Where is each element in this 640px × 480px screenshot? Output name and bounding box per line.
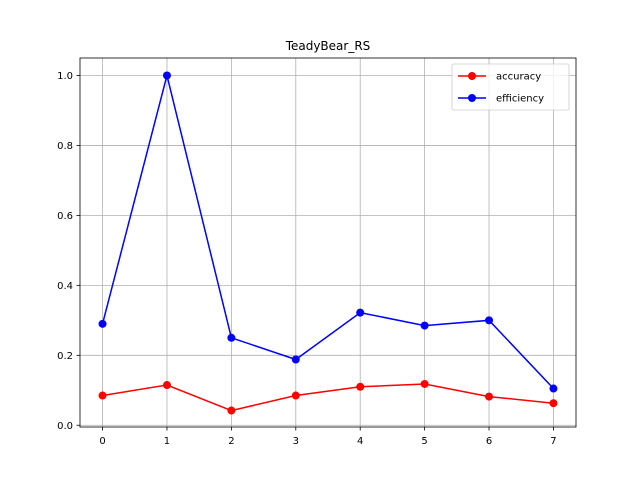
legend-accuracy-label: accuracy <box>496 72 541 83</box>
efficiency-point <box>356 308 365 317</box>
legend: accuracy efficiency <box>451 63 570 111</box>
accuracy-point <box>162 381 171 390</box>
grid <box>80 58 576 427</box>
chart-title: TeadyBear_RS <box>285 39 371 53</box>
accuracy-point <box>356 382 365 391</box>
efficiency-point <box>420 321 429 330</box>
efficiency-point <box>98 319 107 328</box>
y-tick-label: 0.6 <box>57 211 73 222</box>
x-tick-label: 4 <box>357 436 363 447</box>
x-tick-label: 6 <box>486 436 492 447</box>
y-tick-label: 1.0 <box>57 71 73 82</box>
accuracy-line <box>102 383 554 412</box>
accuracy-point <box>420 379 429 388</box>
y-tick-label: 0.2 <box>57 351 73 362</box>
legend-accuracy-marker <box>468 72 476 80</box>
accuracy-point <box>98 391 107 400</box>
y-tick-label: 0.4 <box>57 281 73 292</box>
x-tick-label: 5 <box>421 436 427 447</box>
efficiency-point <box>227 333 236 342</box>
x-tick-label: 3 <box>293 436 299 447</box>
x-tick-label: 1 <box>164 436 170 447</box>
accuracy-point <box>549 399 558 408</box>
legend-efficiency-label: efficiency <box>496 94 544 105</box>
y-tick-label: 0.8 <box>57 141 73 152</box>
accuracy-point <box>291 391 300 400</box>
plot-frame <box>79 57 577 428</box>
efficiency-point <box>485 316 494 325</box>
x-tick-label: 0 <box>99 436 105 447</box>
series-group <box>98 71 558 415</box>
efficiency-line <box>101 75 554 390</box>
x-tick-label: 2 <box>228 436 234 447</box>
axes: 0 1 2 3 4 5 6 7 0.0 0.2 0.4 0.6 0.8 1.0 <box>57 71 557 447</box>
accuracy-point <box>485 392 494 401</box>
accuracy-point <box>227 406 236 415</box>
efficiency-point <box>549 384 558 393</box>
y-tick-label: 0.0 <box>57 421 73 432</box>
legend-efficiency-marker <box>468 94 476 102</box>
efficiency-point <box>162 71 171 80</box>
x-tick-label: 7 <box>550 436 556 447</box>
efficiency-point <box>291 355 300 364</box>
